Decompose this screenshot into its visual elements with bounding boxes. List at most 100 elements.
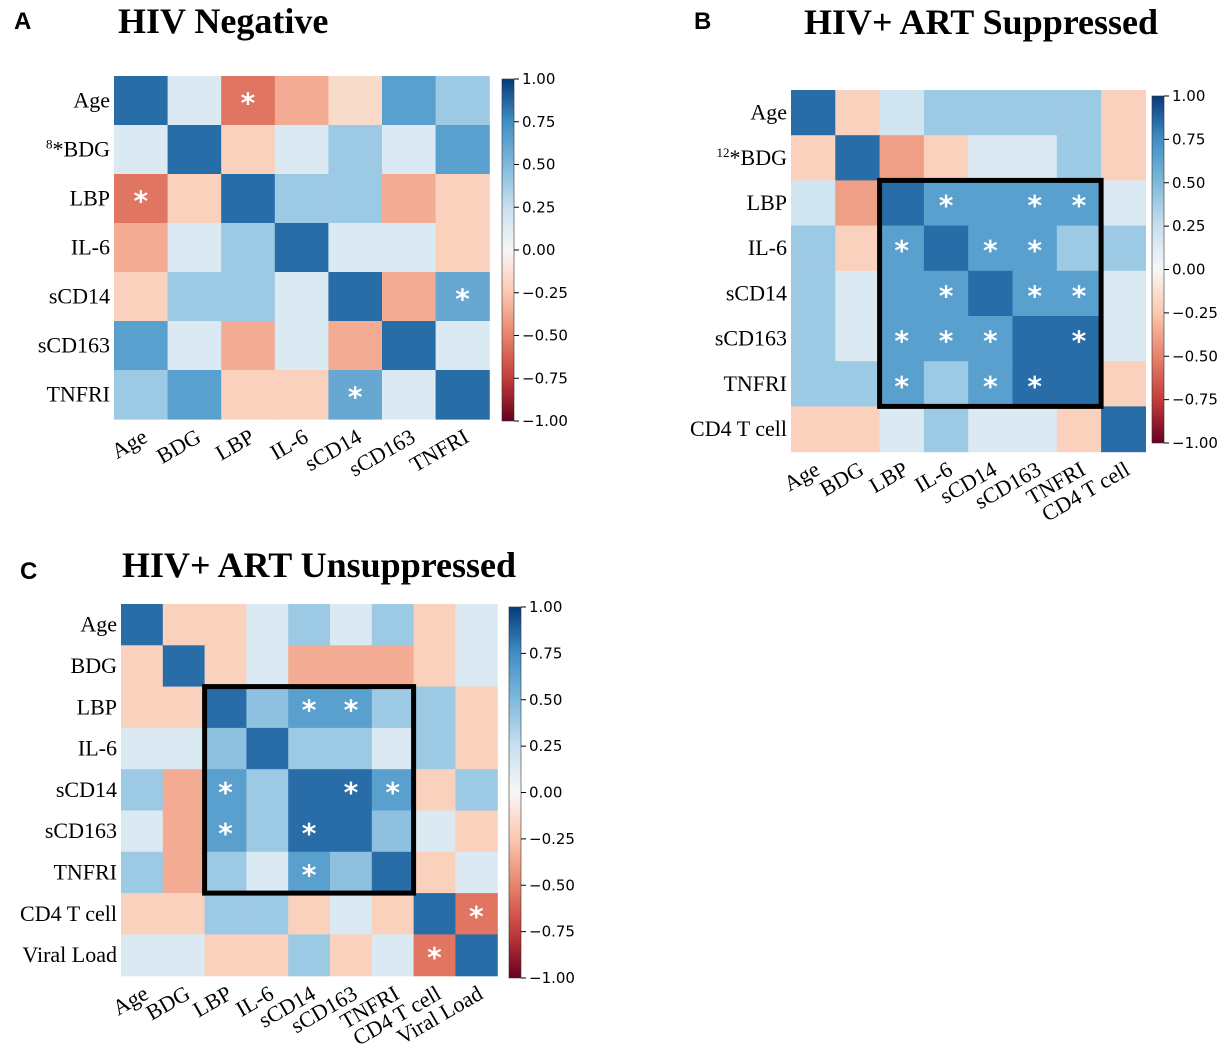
heatmap-cell <box>371 934 415 977</box>
heatmap-cell <box>382 272 437 322</box>
heatmap-cell <box>288 686 331 729</box>
significance-star: * <box>983 325 998 358</box>
heatmap-cell <box>221 223 276 273</box>
colorbar-tick-label: 1.00 <box>522 70 555 88</box>
heatmap-cell <box>121 686 164 729</box>
heatmap-cell <box>288 645 331 688</box>
heatmap-cell <box>923 135 969 181</box>
heatmap-cell <box>923 270 969 317</box>
heatmap-cell <box>923 316 969 362</box>
row-label: 12*BDG <box>717 145 788 170</box>
heatmap-cell <box>328 370 383 420</box>
column-label: BDG <box>141 980 194 1025</box>
heatmap-cell <box>121 851 164 894</box>
heatmap-cell <box>204 727 247 770</box>
heatmap-cell <box>435 76 490 126</box>
heatmap-cell <box>274 370 329 420</box>
heatmap-cell <box>879 361 925 407</box>
heatmap-cell <box>274 321 329 371</box>
heatmap-cell <box>879 90 925 136</box>
heatmap-cell <box>162 934 206 977</box>
colorbar-gradient <box>1151 95 1165 444</box>
heatmap-cell <box>435 174 490 224</box>
heatmap-cell <box>791 361 836 407</box>
heatmap-cell <box>382 223 437 273</box>
colorbar: 1.00 0.75 0.50 0.25 0.00 −0.25 −0.50 −0.75 −1.00 <box>1151 87 1218 452</box>
heatmap-cell <box>1056 225 1102 272</box>
heatmap-cell <box>835 135 881 181</box>
row-label: LBP <box>77 694 117 719</box>
row-label: Age <box>80 612 117 637</box>
colorbar-tick-label: −0.75 <box>522 369 568 387</box>
heatmap-cell <box>791 225 836 272</box>
heatmap-cell <box>288 851 331 894</box>
heatmap-cell <box>114 223 169 273</box>
panel-letter: A <box>14 8 31 35</box>
row-label: LBP <box>70 186 110 211</box>
significance-star: * <box>455 283 470 316</box>
heatmap-cell <box>246 893 289 935</box>
colorbar-tick-label: 0.25 <box>522 198 555 216</box>
heatmap-cell <box>1012 225 1058 272</box>
heatmap-cell <box>455 893 498 935</box>
colorbar-tick-label: 0.50 <box>529 691 562 709</box>
colorbar-tick-label: 0.50 <box>522 156 555 174</box>
heatmap-cell <box>413 810 456 853</box>
panel-letter: C <box>20 558 37 585</box>
column-label: LBP <box>865 456 912 498</box>
heatmap-cell <box>114 125 169 175</box>
colorbar-tick-label: −1.00 <box>1172 434 1218 452</box>
colorbar: 1.00 0.75 0.50 0.25 0.00 −0.25 −0.50 −0.75 −1.00 <box>501 70 568 430</box>
heatmap-cell <box>221 272 276 322</box>
significance-star: * <box>385 776 400 809</box>
heatmap-cell <box>1101 135 1146 181</box>
heatmap-cell <box>1101 406 1146 453</box>
heatmap-cell <box>371 686 415 729</box>
significance-star: * <box>469 900 484 933</box>
heatmap-cell <box>1101 270 1146 317</box>
colorbar-tick-label: 0.00 <box>529 784 562 802</box>
heatmap-cell <box>835 180 881 227</box>
panel-b: B HIV+ ART Suppressed * * * * * * * * * * * * * * * * Ag… <box>690 2 1218 526</box>
heatmap-cell <box>413 645 456 688</box>
heatmap-cell <box>371 769 415 812</box>
heatmap-cell <box>435 272 490 322</box>
heatmap-cell <box>167 370 222 420</box>
heatmap-cell <box>371 645 415 688</box>
highlight-box <box>202 684 417 896</box>
heatmap-cell <box>167 76 222 126</box>
colorbar-tick-label: 0.75 <box>1172 130 1205 148</box>
heatmap-cell <box>413 769 456 812</box>
heatmap-cell <box>413 604 456 646</box>
column-label: Age <box>107 424 151 464</box>
heatmap-cell <box>162 686 206 729</box>
row-label: sCD14 <box>49 284 110 309</box>
colorbar-tick-label: −0.25 <box>522 284 568 302</box>
colorbar-tick-label: 0.75 <box>529 644 562 662</box>
panel-title: HIV+ ART Suppressed <box>804 2 1158 42</box>
heatmap-cell <box>204 810 247 853</box>
heatmap-cell <box>455 851 498 894</box>
heatmap-cell <box>968 135 1014 181</box>
heatmap-cell <box>221 76 276 126</box>
panel-letter: B <box>694 8 711 35</box>
column-label: BDG <box>152 424 205 469</box>
colorbar-tick-label: −0.50 <box>529 876 575 894</box>
heatmap-cell <box>835 225 881 272</box>
row-label: Viral Load <box>22 942 117 967</box>
colorbar-gradient <box>501 78 515 422</box>
heatmap-cell <box>162 645 206 688</box>
row-label: BDG <box>71 653 118 678</box>
heatmap-cell <box>791 90 836 136</box>
significance-star: * <box>1072 189 1087 222</box>
heatmap-cell <box>204 769 247 812</box>
heatmap-cell <box>371 604 415 646</box>
heatmap-cell <box>204 645 247 688</box>
heatmap-cell <box>167 321 222 371</box>
heatmap-cell <box>167 174 222 224</box>
heatmap-cell <box>835 406 881 453</box>
heatmap-cell <box>455 604 498 646</box>
heatmap-cell <box>413 934 456 977</box>
